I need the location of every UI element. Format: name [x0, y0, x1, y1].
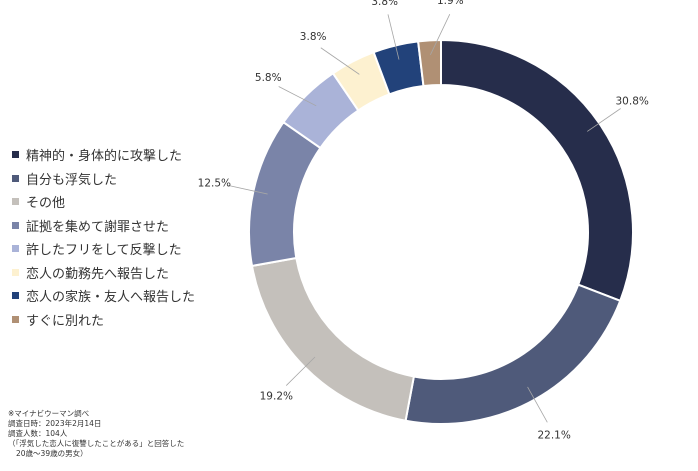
leader-line	[387, 14, 400, 60]
legend-swatch	[12, 292, 19, 300]
leader-line	[430, 14, 451, 55]
legend-swatch	[12, 268, 19, 276]
source-note-line: 20歳～39歳の男女）	[16, 449, 88, 458]
legend-label: 恋人の家族・友人へ報告した	[26, 290, 196, 306]
source-note-line: （「浮気した恋人に復讐したことがある」と回答した	[8, 439, 185, 448]
legend-swatch	[12, 151, 19, 159]
donut-slice	[440, 38, 634, 303]
legend-swatch	[12, 198, 19, 206]
legend-item: 自分も浮気した	[12, 167, 195, 191]
data-label: 12.5%	[198, 177, 231, 189]
source-note-line: 調査日時：2023年2月14日	[8, 419, 102, 428]
donut-slice	[416, 38, 442, 88]
leader-line	[278, 86, 317, 107]
legend-label: 自分も浮気した	[26, 172, 118, 188]
legend-item: 恋人の家族・友人へ報告した	[12, 284, 195, 308]
legend-label: 恋人の勤務先へ報告した	[26, 266, 170, 282]
source-note-line: ※マイナビウーマン調べ	[8, 409, 90, 418]
legend-label: 証拠を集めて謝罪させた	[26, 219, 170, 235]
donut-slice	[248, 120, 322, 268]
data-label: 5.8%	[255, 72, 282, 84]
data-label: 1.9%	[437, 0, 464, 7]
legend-label: 許したフリをして反撃した	[26, 243, 182, 259]
legend-swatch	[12, 174, 19, 182]
legend-item: 恋人の勤務先へ報告した	[12, 261, 195, 285]
data-label: 3.8%	[371, 0, 398, 8]
legend-item: その他	[12, 190, 195, 214]
legend-item: すぐに別れた	[12, 308, 195, 332]
data-label: 30.8%	[616, 96, 649, 108]
legend-swatch	[12, 245, 19, 253]
source-note-line: 調査人数：104人	[8, 429, 68, 438]
leader-line	[527, 386, 548, 423]
legend: 精神的・身体的に攻撃した 自分も浮気した その他証拠を集めて謝罪させた 許したフリをし…	[12, 143, 195, 331]
legend-label: その他	[26, 196, 66, 212]
source-note: ※マイナビウーマン調べ 調査日時：2023年2月14日 調査人数：104人 （「…	[8, 409, 184, 459]
leader-line	[227, 185, 268, 195]
leader-line	[285, 356, 316, 386]
legend-swatch	[12, 315, 19, 323]
legend-item: 証拠を集めて謝罪させた	[12, 214, 195, 238]
legend-item: 精神的・身体的に攻撃した	[12, 143, 195, 167]
legend-item: 許したフリをして反撃した	[12, 237, 195, 261]
legend-label: 精神的・身体的に攻撃した	[26, 149, 183, 165]
donut-slice	[404, 283, 622, 425]
data-label: 3.8%	[300, 31, 327, 43]
data-label: 22.1%	[537, 430, 570, 442]
legend-label: すぐに別れた	[26, 313, 105, 329]
leader-line	[320, 47, 360, 75]
data-label: 19.2%	[260, 390, 293, 402]
legend-swatch	[12, 221, 19, 229]
leader-line	[587, 108, 621, 132]
